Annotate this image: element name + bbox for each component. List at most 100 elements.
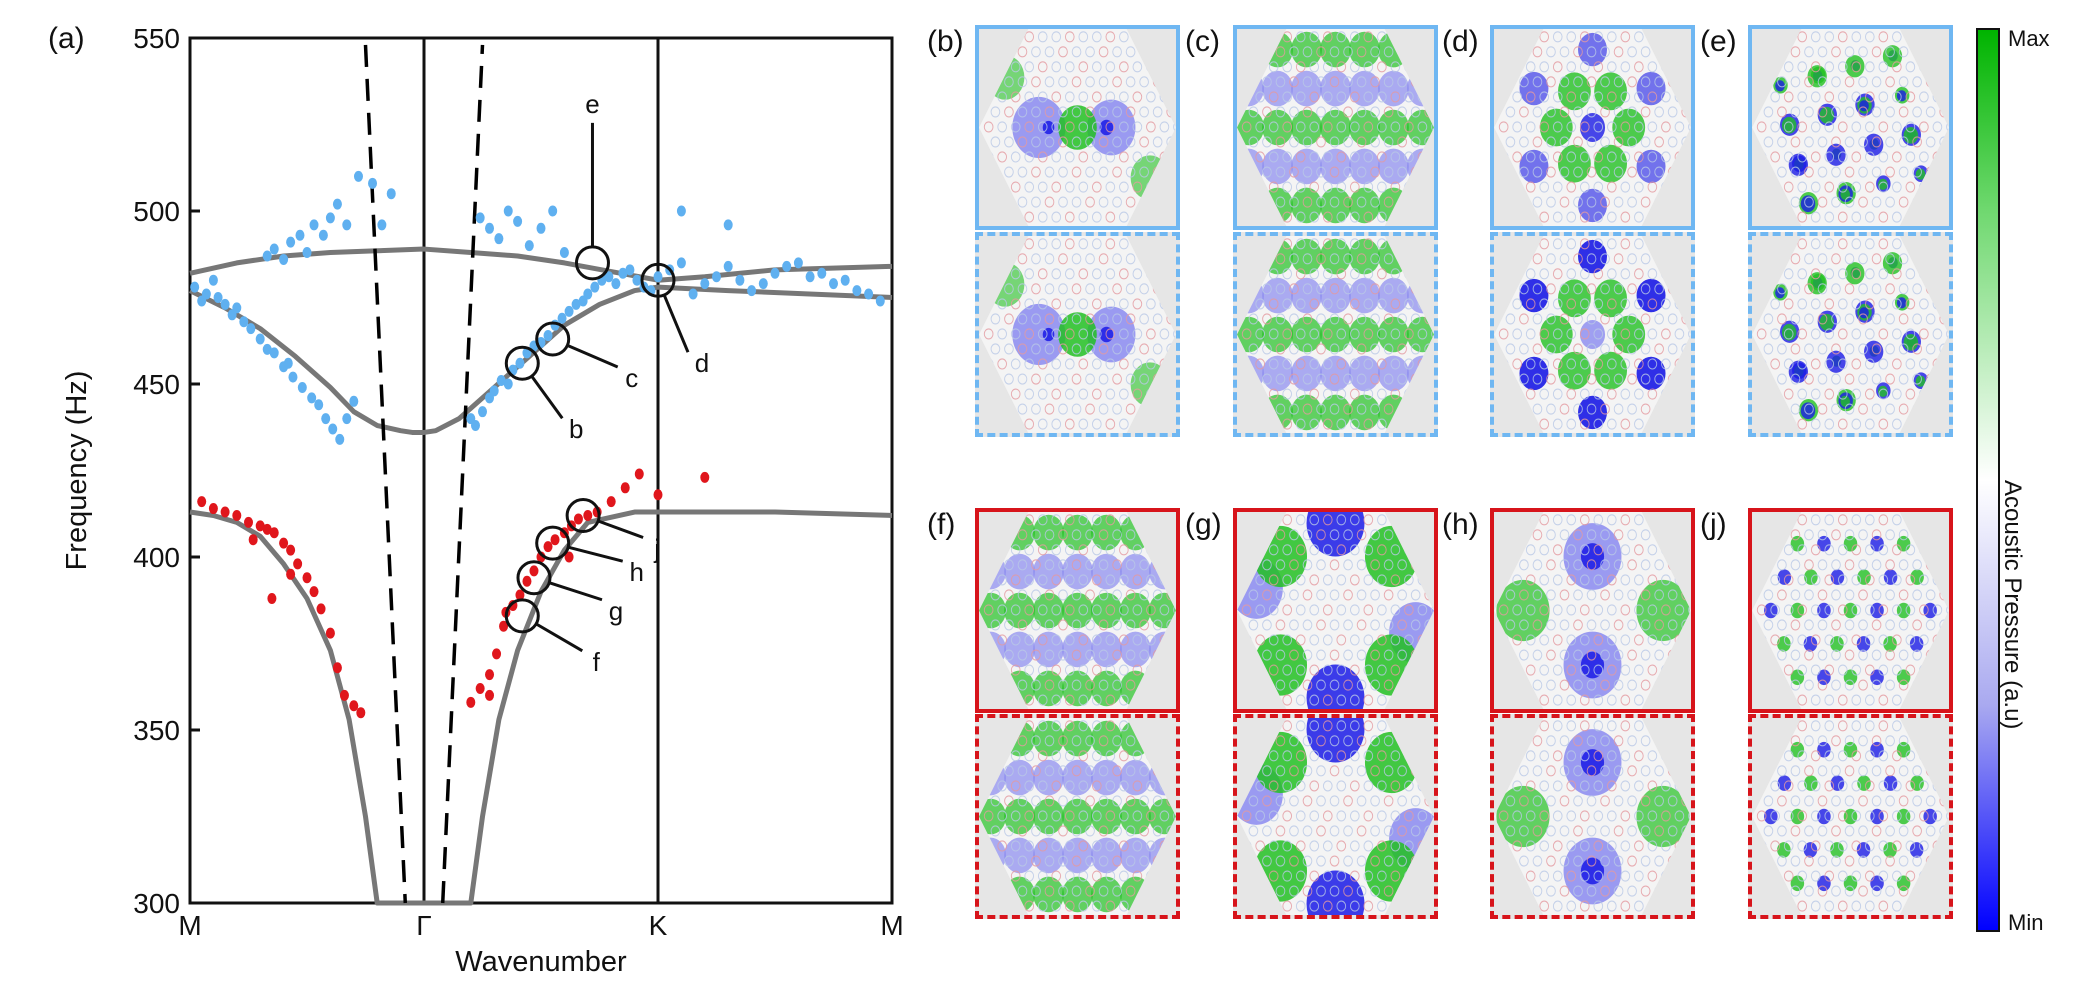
x-tick-label: K bbox=[649, 910, 668, 941]
data-point bbox=[524, 240, 534, 252]
marker-circle-c bbox=[535, 321, 571, 357]
data-point bbox=[356, 707, 366, 719]
data-point bbox=[466, 696, 476, 708]
data-point bbox=[611, 278, 621, 290]
data-point bbox=[618, 267, 628, 279]
data-point bbox=[723, 260, 733, 272]
data-point bbox=[377, 219, 387, 231]
data-point bbox=[267, 593, 277, 605]
field-panel-j-simulated bbox=[1748, 714, 1953, 919]
y-tick-label: 500 bbox=[133, 196, 180, 227]
data-point bbox=[470, 420, 480, 432]
marker-label-d: d bbox=[695, 348, 709, 378]
data-point bbox=[723, 219, 733, 231]
data-point bbox=[620, 482, 630, 494]
data-point bbox=[583, 509, 593, 521]
panel-label-d: (d) bbox=[1442, 25, 1479, 58]
data-point bbox=[571, 298, 581, 310]
data-point bbox=[288, 371, 298, 383]
data-point bbox=[840, 274, 850, 286]
data-point bbox=[208, 503, 218, 515]
data-point bbox=[529, 565, 539, 577]
data-point bbox=[852, 285, 862, 297]
data-point bbox=[485, 689, 495, 701]
colorbar bbox=[1976, 28, 2000, 932]
data-point bbox=[262, 343, 272, 355]
data-point bbox=[557, 312, 567, 324]
data-point bbox=[190, 281, 200, 293]
panel-label-j: (j) bbox=[1700, 508, 1727, 541]
data-point bbox=[342, 413, 352, 425]
data-point bbox=[197, 496, 207, 508]
data-point bbox=[513, 215, 523, 227]
data-point bbox=[536, 222, 546, 234]
data-point bbox=[325, 627, 335, 639]
band-line-2 bbox=[189, 509, 893, 906]
data-point bbox=[309, 586, 319, 598]
marker-leader-c bbox=[566, 343, 619, 369]
data-point bbox=[328, 423, 338, 435]
data-point bbox=[368, 177, 378, 189]
data-point bbox=[653, 271, 663, 283]
data-point bbox=[220, 298, 230, 310]
marker-leader-f bbox=[535, 622, 584, 653]
light-line bbox=[440, 44, 485, 904]
data-point bbox=[321, 413, 331, 425]
data-point bbox=[475, 682, 485, 694]
data-point bbox=[494, 233, 504, 245]
data-point bbox=[548, 205, 558, 217]
field-panel-j-measured bbox=[1748, 508, 1953, 713]
data-point bbox=[583, 288, 593, 300]
data-point bbox=[499, 620, 509, 632]
marker-leader-j bbox=[597, 519, 644, 539]
data-point bbox=[875, 295, 885, 307]
data-point bbox=[676, 257, 686, 269]
y-tick-label: 450 bbox=[133, 369, 180, 400]
data-point bbox=[564, 305, 574, 317]
data-point bbox=[747, 285, 757, 297]
colorbar-title: Acoustic Pressure (a.u) bbox=[1999, 480, 2026, 730]
marker-label-f: f bbox=[593, 647, 601, 677]
data-point bbox=[269, 527, 279, 539]
marker-label-g: g bbox=[609, 596, 623, 626]
data-point bbox=[255, 333, 265, 345]
data-point bbox=[829, 278, 838, 290]
panel-label-a: (a) bbox=[48, 22, 85, 55]
marker-circle-h bbox=[535, 525, 571, 561]
data-point bbox=[335, 433, 345, 445]
data-point bbox=[475, 212, 485, 224]
data-point bbox=[302, 247, 312, 259]
data-point bbox=[485, 669, 495, 681]
data-point bbox=[255, 520, 265, 532]
data-point bbox=[817, 267, 827, 279]
data-point bbox=[262, 523, 272, 535]
data-point bbox=[543, 541, 553, 553]
data-point bbox=[244, 516, 253, 528]
data-point bbox=[543, 330, 553, 342]
data-point bbox=[793, 257, 803, 269]
marker-label-h: h bbox=[629, 557, 643, 587]
data-point bbox=[676, 205, 686, 217]
data-point bbox=[632, 274, 642, 286]
data-point bbox=[295, 229, 305, 241]
panel-label-c: (c) bbox=[1185, 25, 1220, 58]
marker-circle-g bbox=[516, 560, 552, 596]
panel-label-g: (g) bbox=[1185, 508, 1222, 541]
data-point bbox=[314, 399, 324, 411]
panel-label-f: (f) bbox=[927, 508, 956, 541]
data-point bbox=[496, 375, 506, 387]
data-point bbox=[559, 247, 569, 259]
data-point bbox=[522, 575, 532, 587]
data-point bbox=[353, 170, 363, 182]
data-point bbox=[805, 271, 815, 283]
marker-leader-g bbox=[548, 581, 603, 602]
marker-leader-b bbox=[530, 375, 564, 420]
data-point bbox=[573, 513, 583, 525]
panel-label-e: (e) bbox=[1700, 25, 1737, 58]
data-point bbox=[606, 496, 616, 508]
y-tick-label: 550 bbox=[133, 23, 180, 54]
data-point bbox=[232, 509, 242, 521]
data-point bbox=[332, 198, 342, 210]
data-point bbox=[201, 288, 211, 300]
colorbar-max-label: Max bbox=[2008, 26, 2050, 51]
